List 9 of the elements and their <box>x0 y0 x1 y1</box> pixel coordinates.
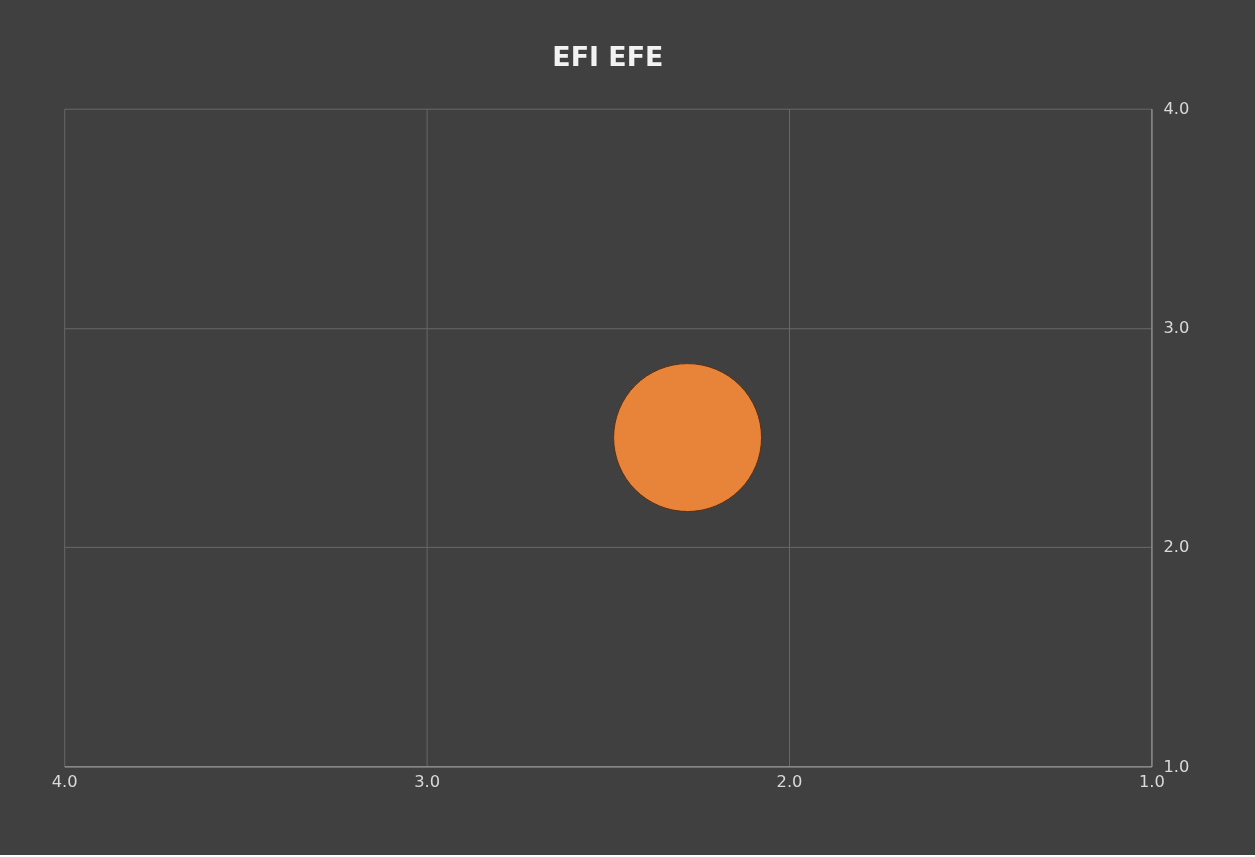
y-tick-label: 2.0 <box>1163 537 1190 557</box>
chart-title: EFI EFE <box>552 40 664 72</box>
y-tick-label: 3.0 <box>1163 318 1190 338</box>
x-tick-label: 3.0 <box>414 772 441 792</box>
y-tick-label: 1.0 <box>1163 756 1190 776</box>
x-tick-label: 2.0 <box>776 772 803 792</box>
x-tick-label: 4.0 <box>51 772 78 792</box>
y-tick-label: 4.0 <box>1163 98 1190 118</box>
x-tick-label: 1.0 <box>1138 772 1165 792</box>
